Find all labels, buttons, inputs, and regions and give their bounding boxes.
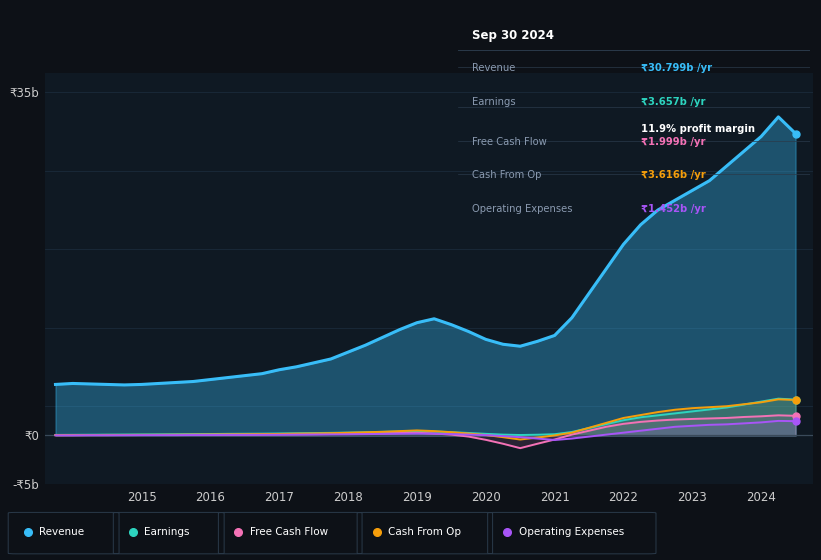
Text: 11.9% profit margin: 11.9% profit margin	[641, 124, 754, 134]
Text: Revenue: Revenue	[39, 527, 85, 537]
Text: Earnings: Earnings	[144, 527, 190, 537]
Text: ₹1.999b /yr: ₹1.999b /yr	[641, 137, 705, 147]
Text: Sep 30 2024: Sep 30 2024	[472, 30, 554, 43]
Text: ₹3.616b /yr: ₹3.616b /yr	[641, 170, 705, 180]
Text: Cash From Op: Cash From Op	[472, 170, 542, 180]
Text: Free Cash Flow: Free Cash Flow	[250, 527, 328, 537]
Text: Earnings: Earnings	[472, 97, 516, 106]
Text: Revenue: Revenue	[472, 63, 516, 73]
Text: ₹3.657b /yr: ₹3.657b /yr	[641, 97, 705, 106]
Text: Free Cash Flow: Free Cash Flow	[472, 137, 547, 147]
Text: ₹1.452b /yr: ₹1.452b /yr	[641, 204, 706, 214]
Text: Operating Expenses: Operating Expenses	[519, 527, 624, 537]
Text: Cash From Op: Cash From Op	[388, 527, 461, 537]
Text: Operating Expenses: Operating Expenses	[472, 204, 573, 214]
Text: ₹30.799b /yr: ₹30.799b /yr	[641, 63, 712, 73]
